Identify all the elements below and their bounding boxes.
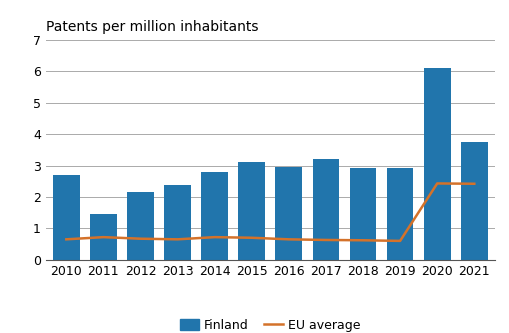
Bar xyxy=(423,68,449,260)
Bar xyxy=(201,172,228,260)
Bar xyxy=(127,192,154,260)
Text: Patents per million inhabitants: Patents per million inhabitants xyxy=(46,20,258,34)
Bar xyxy=(238,163,265,260)
Bar xyxy=(164,185,190,260)
Bar xyxy=(386,168,413,260)
Bar xyxy=(312,159,338,260)
Bar xyxy=(275,167,302,260)
Bar xyxy=(90,214,117,260)
Bar xyxy=(460,142,487,260)
Bar xyxy=(349,168,376,260)
Legend: Finland, EU average: Finland, EU average xyxy=(175,314,364,333)
Bar xyxy=(53,175,79,260)
